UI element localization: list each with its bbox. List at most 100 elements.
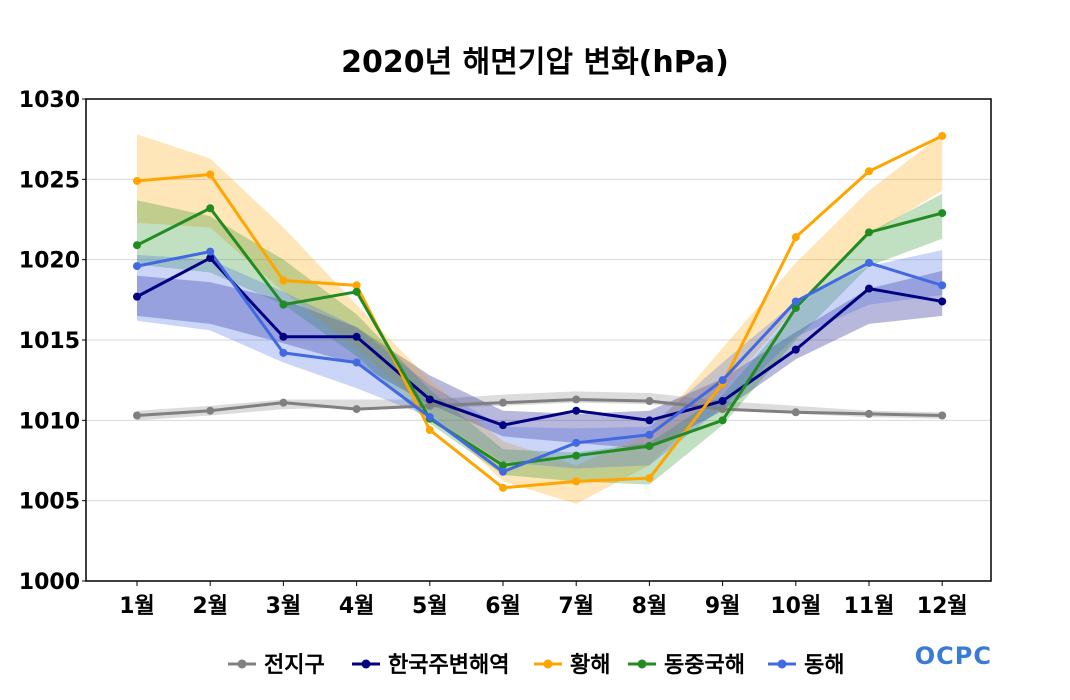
point-series-3 — [865, 228, 873, 237]
point-series-4 — [279, 348, 288, 357]
point-series-4 — [938, 281, 947, 290]
point-series-3 — [938, 209, 947, 218]
point-series-0 — [206, 406, 215, 415]
point-series-1 — [572, 406, 581, 415]
point-series-1 — [791, 345, 800, 354]
point-series-3 — [572, 451, 581, 460]
band-series-4 — [137, 250, 943, 469]
line-series-2 — [136, 134, 943, 490]
point-series-4 — [645, 430, 654, 439]
point-series-1 — [865, 284, 873, 293]
x-tick-label: 4월 — [339, 594, 375, 619]
point-series-3 — [352, 287, 361, 296]
line-series-4 — [136, 250, 943, 474]
point-series-0 — [865, 409, 873, 418]
point-series-0 — [499, 398, 507, 407]
y-tick-label: 1015 — [19, 329, 80, 354]
y-tick-label: 1025 — [19, 168, 80, 193]
point-series-0 — [718, 405, 727, 414]
point-series-1 — [938, 297, 947, 306]
x-tick-label: 7월 — [558, 594, 594, 619]
legend-label: 전지구 — [264, 653, 325, 678]
x-tick-label: 9월 — [705, 594, 741, 619]
line-series-1 — [136, 256, 943, 427]
point-series-2 — [938, 131, 947, 140]
x-tick-label: 1월 — [119, 594, 155, 619]
point-series-3 — [718, 416, 727, 425]
series-lines — [136, 134, 943, 490]
point-series-0 — [938, 411, 947, 420]
point-series-1 — [352, 332, 361, 341]
point-series-2 — [572, 477, 581, 486]
legend-item: 한국주변해역 — [352, 653, 509, 678]
legend-swatch-marker — [777, 659, 787, 669]
point-series-2 — [865, 167, 873, 176]
point-series-2 — [499, 483, 507, 492]
legend-label: 동중국해 — [664, 653, 745, 678]
point-series-2 — [791, 233, 800, 242]
legend: 전지구 한국주변해역 황해 동중국해 동해 — [228, 653, 844, 678]
y-tick-label: 1020 — [19, 249, 80, 274]
point-series-0 — [133, 411, 141, 420]
x-axis: 1월 2월 3월 4월 5월 6월 7월 8월 9월 10월 11월 12월 — [119, 581, 968, 619]
legend-item: 황해 — [534, 653, 610, 678]
y-tick-label: 1000 — [19, 570, 80, 595]
x-tick-label: 2월 — [192, 594, 228, 619]
point-series-3 — [133, 241, 141, 250]
ocpc-logo-text: OCPC — [915, 642, 992, 670]
point-series-0 — [572, 395, 581, 404]
point-series-4 — [206, 247, 215, 256]
point-series-2 — [279, 276, 288, 285]
y-tick-label: 1010 — [19, 409, 80, 434]
point-series-3 — [791, 303, 800, 312]
point-series-0 — [352, 405, 361, 414]
legend-swatch-marker — [237, 659, 247, 669]
band-series-3 — [137, 193, 943, 485]
point-series-4 — [718, 376, 727, 385]
band-series-0 — [137, 391, 943, 421]
y-tick-label: 1005 — [19, 490, 80, 515]
grid — [86, 178, 991, 502]
point-series-1 — [425, 395, 434, 404]
point-series-0 — [425, 401, 434, 410]
point-series-2 — [425, 425, 434, 434]
point-series-2 — [352, 281, 361, 290]
line-series-0 — [136, 397, 943, 418]
point-series-4 — [352, 358, 361, 367]
point-series-3 — [279, 300, 288, 309]
point-series-3 — [499, 461, 507, 470]
legend-swatch-marker — [361, 659, 371, 669]
legend-swatch-marker — [543, 659, 553, 669]
point-series-1 — [206, 254, 215, 263]
point-series-1 — [499, 421, 507, 430]
point-series-0 — [279, 398, 288, 407]
legend-item: 전지구 — [228, 653, 325, 678]
legend-item: 동중국해 — [628, 653, 745, 678]
y-axis: 1000 1005 1010 1015 1020 1025 1030 — [19, 88, 86, 595]
legend-label: 동해 — [804, 653, 844, 678]
legend-item: 동해 — [768, 653, 844, 678]
point-series-3 — [206, 204, 215, 213]
x-tick-label: 12월 — [917, 594, 968, 619]
point-series-2 — [645, 474, 654, 483]
legend-label: 한국주변해역 — [388, 653, 509, 678]
point-series-0 — [791, 408, 800, 417]
y-tick-label: 1030 — [19, 88, 80, 113]
point-series-3 — [645, 442, 654, 451]
point-series-1 — [718, 397, 727, 406]
point-series-0 — [645, 397, 654, 406]
ocpc-logo: OCPC — [915, 642, 992, 670]
point-series-1 — [279, 332, 288, 341]
series-points — [133, 131, 947, 492]
point-series-4 — [865, 258, 873, 267]
point-series-2 — [133, 176, 141, 185]
point-series-4 — [425, 413, 434, 422]
x-tick-label: 6월 — [485, 594, 521, 619]
legend-label: 황해 — [570, 653, 610, 678]
x-tick-label: 10월 — [770, 594, 821, 619]
x-tick-label: 5월 — [412, 594, 448, 619]
point-series-2 — [206, 170, 215, 179]
point-series-4 — [791, 297, 800, 306]
legend-swatch-marker — [637, 659, 647, 669]
